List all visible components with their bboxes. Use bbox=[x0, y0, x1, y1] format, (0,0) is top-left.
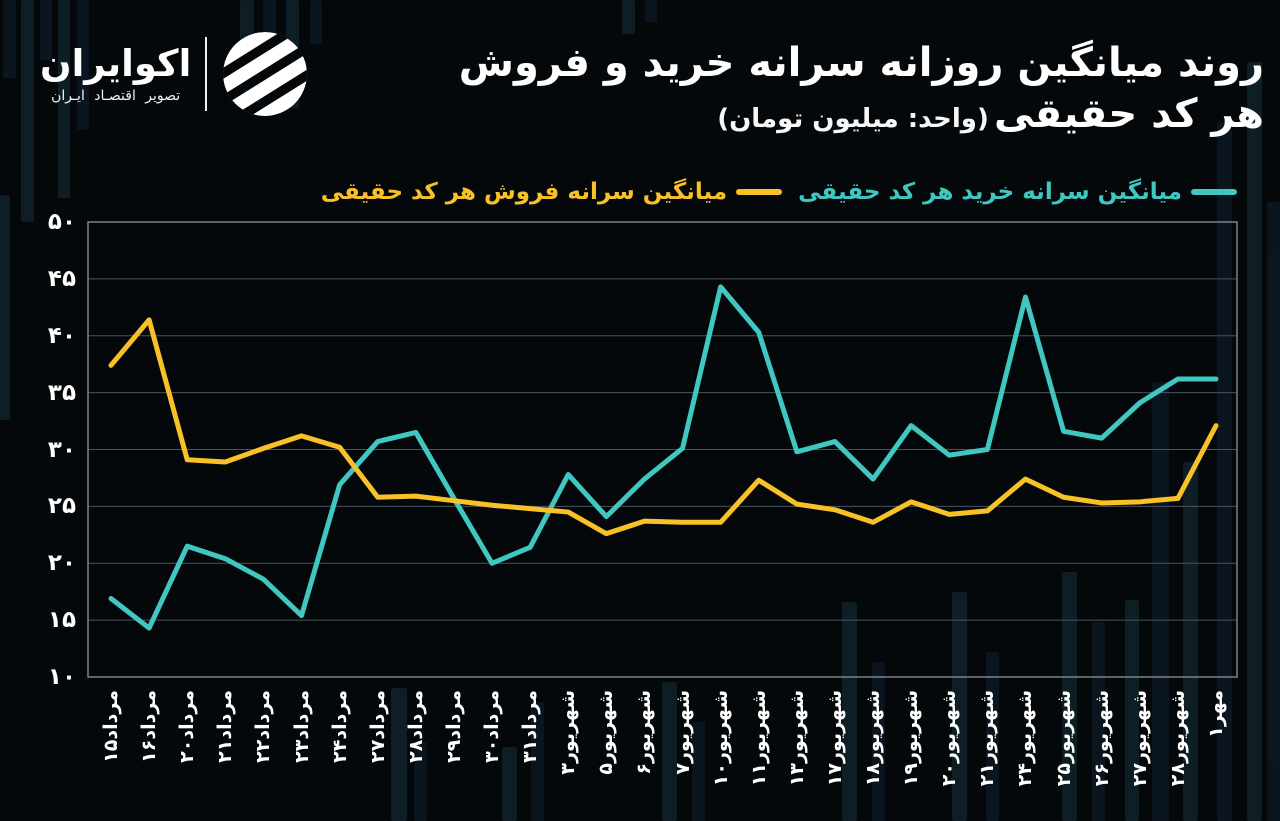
x-axis-label: شهریور۱۷ bbox=[823, 690, 846, 787]
x-axis-label: شهریور۶ bbox=[633, 690, 656, 775]
plot-border bbox=[87, 221, 1238, 678]
y-axis-label: ۳۵ bbox=[47, 379, 76, 406]
background-bar bbox=[662, 682, 677, 821]
background-bar bbox=[531, 702, 544, 821]
background-bar bbox=[872, 662, 885, 821]
title-unit-label: (واحد: میلیون تومان) bbox=[717, 104, 989, 134]
background-bar bbox=[1092, 622, 1105, 821]
x-axis-label: مرداد۲۰ bbox=[176, 690, 199, 763]
legend-label-buy: میانگین سرانه خرید هر کد حقیقی bbox=[798, 179, 1182, 205]
background-bar bbox=[645, 0, 657, 22]
legend-label-sell: میانگین سرانه فروش هر کد حقیقی bbox=[320, 179, 728, 205]
x-axis-label: شهریور۲۶ bbox=[1090, 690, 1113, 787]
background-bar bbox=[1125, 600, 1139, 821]
background-bar bbox=[622, 0, 635, 34]
y-axis-label: ۲۰ bbox=[47, 550, 76, 577]
background-bar bbox=[58, 0, 70, 198]
series-sell-line bbox=[108, 317, 1219, 537]
brand-text-block: اکوایران تصویر اقتصـاد ایـران bbox=[40, 41, 192, 105]
background-bar bbox=[1247, 62, 1262, 821]
background-bar bbox=[77, 0, 89, 130]
background-bar bbox=[502, 747, 517, 821]
x-axis-label: شهریور۲۴ bbox=[1014, 690, 1037, 787]
title-line-1: روند میانگین روزانه سرانه خرید و فروش bbox=[458, 40, 1264, 86]
x-axis-label: شهریور۲۱ bbox=[976, 690, 999, 787]
buy-line-swatch bbox=[1191, 189, 1237, 195]
x-axis-label: مرداد۲۳ bbox=[290, 690, 313, 763]
brand-divider bbox=[205, 37, 208, 111]
x-axis-label: شهریور۱۸ bbox=[862, 690, 885, 787]
title-line-2: هر کد حقیقی bbox=[993, 91, 1264, 137]
x-axis-label: مرداد۲۱ bbox=[214, 690, 237, 763]
background-bar bbox=[1152, 382, 1169, 821]
background-bar bbox=[1183, 462, 1198, 821]
x-axis-label: مرداد۲۷ bbox=[366, 690, 389, 763]
x-axis-label: شهریور۲۵ bbox=[1052, 690, 1075, 787]
y-axis-label: ۴۰ bbox=[47, 322, 76, 349]
background-bar bbox=[952, 592, 967, 821]
background-bar bbox=[391, 688, 407, 821]
x-axis-label: مهر۱ bbox=[1205, 690, 1227, 738]
background-bar bbox=[1267, 202, 1280, 821]
background-bar bbox=[1062, 572, 1077, 821]
y-axis-label: ۵۰ bbox=[47, 209, 76, 235]
background-bar bbox=[986, 652, 999, 821]
brand-tagline: تصویر اقتصـاد ایـران bbox=[51, 88, 181, 105]
x-axis-label: شهریور۱۱ bbox=[747, 690, 770, 787]
x-axis-label: مرداد۲۹ bbox=[442, 690, 465, 763]
ecoiran-logo-icon bbox=[223, 32, 308, 116]
brand-logo: اکوایران تصویر اقتصـاد ایـران bbox=[40, 30, 309, 118]
legend-item-buy: میانگین سرانه خرید هر کد حقیقی bbox=[798, 179, 1237, 205]
brand-name: اکوایران bbox=[40, 41, 192, 85]
x-axis-label: شهریور۲۰ bbox=[938, 690, 961, 787]
x-axis-label: شهریور۱۰ bbox=[709, 690, 732, 787]
x-axis-label: مرداد۳۰ bbox=[481, 690, 504, 763]
y-axis-label: ۱۵ bbox=[47, 607, 76, 634]
x-axis-label: مرداد۲۴ bbox=[328, 690, 351, 763]
x-axis-label: شهریور۲۷ bbox=[1128, 690, 1151, 787]
background-bar bbox=[0, 195, 10, 420]
x-axis-label: شهریور۵ bbox=[595, 690, 618, 775]
y-axis-label: ۲۵ bbox=[47, 493, 76, 520]
x-axis-label: شهریور۱۳ bbox=[785, 690, 808, 787]
sell-line-swatch bbox=[736, 189, 783, 195]
background-bar bbox=[414, 742, 427, 821]
x-axis-label: مرداد۲۲ bbox=[252, 690, 275, 763]
x-axis-label: مرداد۳۱ bbox=[519, 690, 542, 763]
background-bar bbox=[1217, 122, 1232, 821]
y-axis-label: ۱۰ bbox=[47, 664, 76, 690]
x-axis-label: مرداد۲۸ bbox=[404, 690, 427, 763]
background-bar bbox=[310, 0, 322, 44]
background-bar bbox=[3, 0, 16, 78]
x-axis-label: شهریور۱۹ bbox=[900, 690, 923, 787]
x-axis-label: شهریور۲۸ bbox=[1166, 690, 1189, 787]
x-axis-label: شهریور۷ bbox=[671, 690, 694, 775]
y-axis-label: ۴۵ bbox=[47, 265, 76, 292]
legend-item-sell: میانگین سرانه فروش هر کد حقیقی bbox=[320, 179, 783, 205]
background-bar bbox=[692, 722, 705, 821]
background-bar bbox=[40, 0, 52, 60]
page-title: روند میانگین روزانه سرانه خرید و فروش هر… bbox=[459, 36, 1264, 138]
x-axis-label: مرداد۱۶ bbox=[138, 690, 161, 763]
y-axis-label: ۳۰ bbox=[47, 436, 76, 463]
x-axis-label: شهریور۳ bbox=[557, 690, 580, 775]
chart-legend: میانگین سرانه خرید هر کد حقیقی میانگین س… bbox=[321, 179, 1237, 205]
x-axis-label: مرداد۱۵ bbox=[100, 690, 122, 763]
background-bar bbox=[21, 0, 34, 222]
series-buy-line bbox=[108, 284, 1219, 631]
background-bar bbox=[842, 602, 857, 821]
